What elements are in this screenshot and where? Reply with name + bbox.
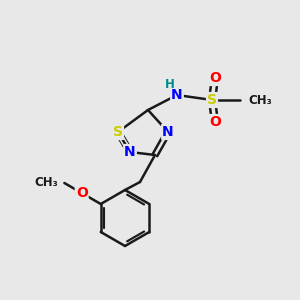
Text: CH₃: CH₃	[34, 176, 58, 190]
Text: O: O	[76, 186, 88, 200]
Text: O: O	[209, 71, 221, 85]
Text: S: S	[207, 93, 217, 107]
Text: CH₃: CH₃	[248, 94, 272, 106]
Text: S: S	[113, 125, 123, 139]
Text: H: H	[165, 79, 175, 92]
Text: O: O	[209, 115, 221, 129]
Text: N: N	[124, 145, 136, 159]
Text: N: N	[171, 88, 183, 102]
Text: N: N	[162, 125, 174, 139]
